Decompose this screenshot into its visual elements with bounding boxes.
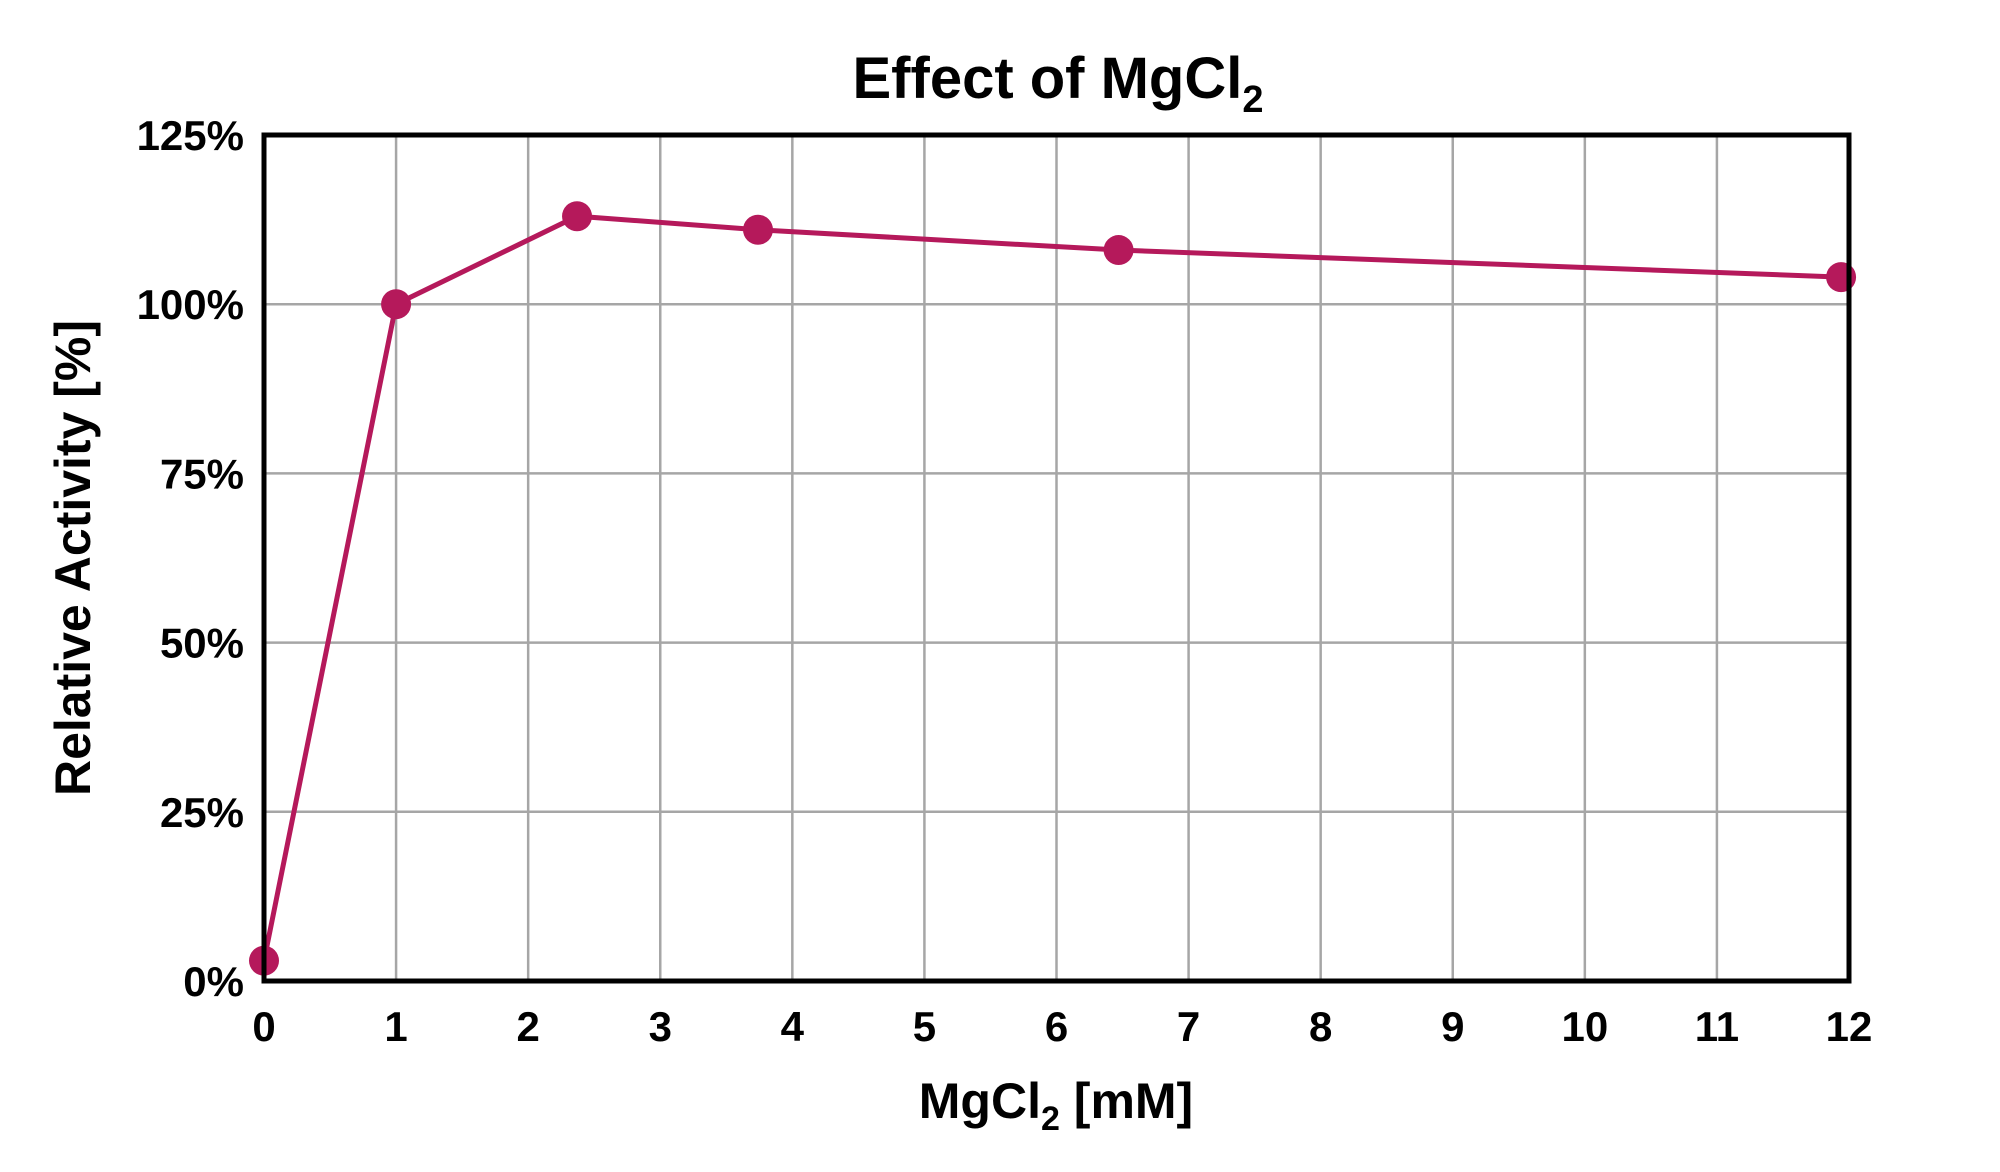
x-tick-label: 1: [384, 1003, 407, 1050]
series-line: [261, 213, 1842, 962]
y-tick-label: 125%: [137, 112, 244, 159]
x-tick-label: 9: [1441, 1003, 1464, 1050]
y-tick-label: 50%: [160, 620, 244, 667]
y-tick-label: 0%: [183, 958, 244, 1005]
data-point: [1103, 235, 1134, 266]
plot-border: [261, 132, 1852, 984]
x-tick-label: 8: [1309, 1003, 1332, 1050]
x-tick-label: 0: [252, 1003, 275, 1050]
x-tick-label: 4: [781, 1003, 805, 1050]
y-tick-label: 75%: [160, 450, 244, 497]
x-tick-label: 11: [1695, 1003, 1739, 1050]
data-point: [562, 201, 593, 232]
x-tick-label: 3: [649, 1003, 672, 1050]
data-point: [1826, 262, 1857, 293]
x-tick-label: 2: [516, 1003, 539, 1050]
x-tick-label: 7: [1177, 1003, 1200, 1050]
y-tick-label: 25%: [160, 789, 244, 836]
x-tick-label: 10: [1561, 1003, 1608, 1050]
data-point: [381, 289, 412, 320]
y-tick-label: 100%: [137, 281, 244, 328]
series: [249, 201, 1857, 976]
y-axis-label: Relative Activity [%]: [45, 320, 101, 796]
y-tick-labels: 0% 25% 50% 75% 100% 125%: [137, 112, 244, 1005]
x-tick-labels: 0 1 2 3 4 5 6 7 8 9 10 11 12: [252, 1003, 1872, 1050]
grid: [262, 133, 1851, 983]
data-point: [742, 214, 773, 245]
x-tick-label: 5: [913, 1003, 936, 1050]
x-tick-label: 6: [1045, 1003, 1068, 1050]
x-axis-label: MgCl2 [mM]: [919, 1073, 1193, 1138]
chart-title: Effect of MgCl2: [853, 46, 1264, 121]
x-tick-label: 12: [1826, 1003, 1873, 1050]
